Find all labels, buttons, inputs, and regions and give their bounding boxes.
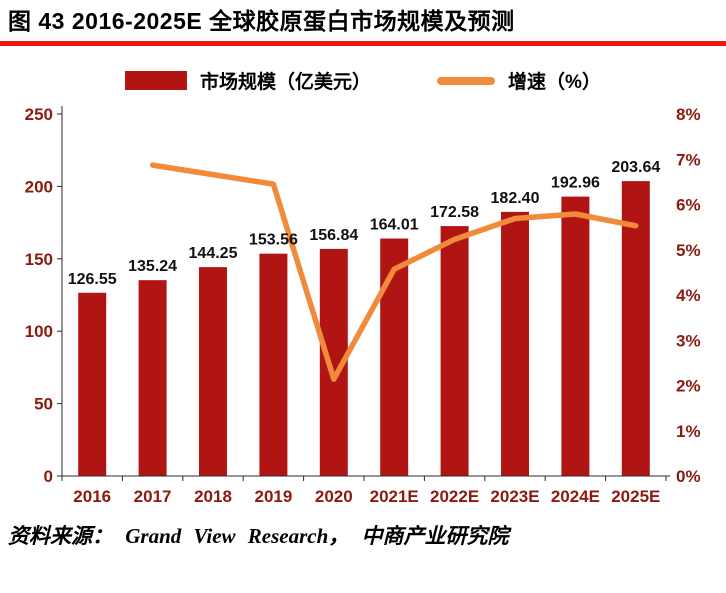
y-axis-tick-label: 100 [25, 322, 53, 341]
bar-2023E [501, 211, 529, 476]
y-axis-tick-label: 0 [44, 467, 53, 486]
bar-2019 [259, 253, 288, 476]
bar-value-label: 192.96 [551, 174, 600, 191]
growth-rate-line [149, 162, 639, 382]
bar-2016 [78, 292, 107, 476]
figure-title: 图 43 2016-2025E 全球胶原蛋白市场规模及预测 [8, 8, 515, 34]
right-axis-tick-label: 8% [676, 105, 701, 124]
legend-item-market-size: 市场规模（亿美元） [125, 67, 371, 94]
bar-value-label: 203.64 [611, 159, 660, 176]
bar-value-label: 182.40 [491, 190, 540, 207]
legend-item-growth-rate: 增速（%） [437, 67, 601, 94]
x-axis-category-label: 2016 [73, 487, 111, 506]
x-axis-category-label: 2017 [134, 487, 172, 506]
bar-2017 [138, 279, 167, 476]
figure-title-bar: 图 43 2016-2025E 全球胶原蛋白市场规模及预测 [0, 0, 726, 46]
right-axis-tick-label: 5% [676, 241, 701, 260]
chart-legend: 市场规模（亿美元） 增速（%） [0, 68, 726, 94]
bar-value-label: 172.58 [430, 204, 479, 221]
y-axis-tick-label: 50 [34, 394, 53, 413]
x-axis-category-label: 2023E [490, 487, 539, 506]
bar-value-label: 164.01 [370, 216, 419, 233]
legend-label-market-size: 市场规模（亿美元） [200, 72, 372, 94]
x-axis-category-label: 2020 [315, 487, 353, 506]
bar-2021E [380, 238, 409, 476]
right-axis-tick-label: 2% [676, 376, 701, 395]
bar-2022E [440, 225, 469, 476]
right-axis-tick-label: 1% [676, 422, 701, 441]
bar-2018 [199, 266, 227, 476]
right-axis-tick-label: 6% [676, 195, 701, 214]
bar-value-label: 153.56 [249, 231, 298, 248]
bar-value-label: 126.55 [68, 271, 117, 288]
chart-svg: 0 50 100 150 200 250 0% 1% 2% 3% 4% 5% 6% 7% 8% 2016 201… [25, 105, 701, 506]
right-axis-tick-label: 4% [676, 286, 701, 305]
legend-label-growth-rate: 增速（%） [508, 72, 601, 94]
y-axis-tick-label: 250 [25, 105, 53, 124]
right-axis-tick-label: 7% [676, 150, 701, 169]
x-axis-category-label: 2019 [254, 487, 292, 506]
bar-value-label: 156.84 [309, 227, 358, 244]
x-axis-category-label: 2022E [430, 487, 479, 506]
bar-series-swatch [125, 71, 188, 91]
right-axis-tick-label: 3% [676, 331, 701, 350]
right-axis-tick-label: 0% [676, 467, 701, 486]
y-axis-tick-label: 150 [25, 250, 53, 269]
y-axis-tick-label: 200 [25, 177, 53, 196]
bar-2025E [621, 180, 650, 476]
x-axis-category-label: 2018 [194, 487, 232, 506]
bar-value-label: 135.24 [128, 258, 177, 275]
bar-2024E [561, 196, 590, 476]
x-axis-category-label: 2025E [611, 487, 660, 506]
x-axis-category-label: 2024E [551, 487, 600, 506]
bar-value-label: 144.25 [189, 245, 238, 262]
line-series-swatch [437, 76, 496, 85]
source-note: 资料来源： Grand View Research， 中商产业研究院 [8, 523, 509, 548]
x-axis-category-label: 2021E [370, 487, 419, 506]
